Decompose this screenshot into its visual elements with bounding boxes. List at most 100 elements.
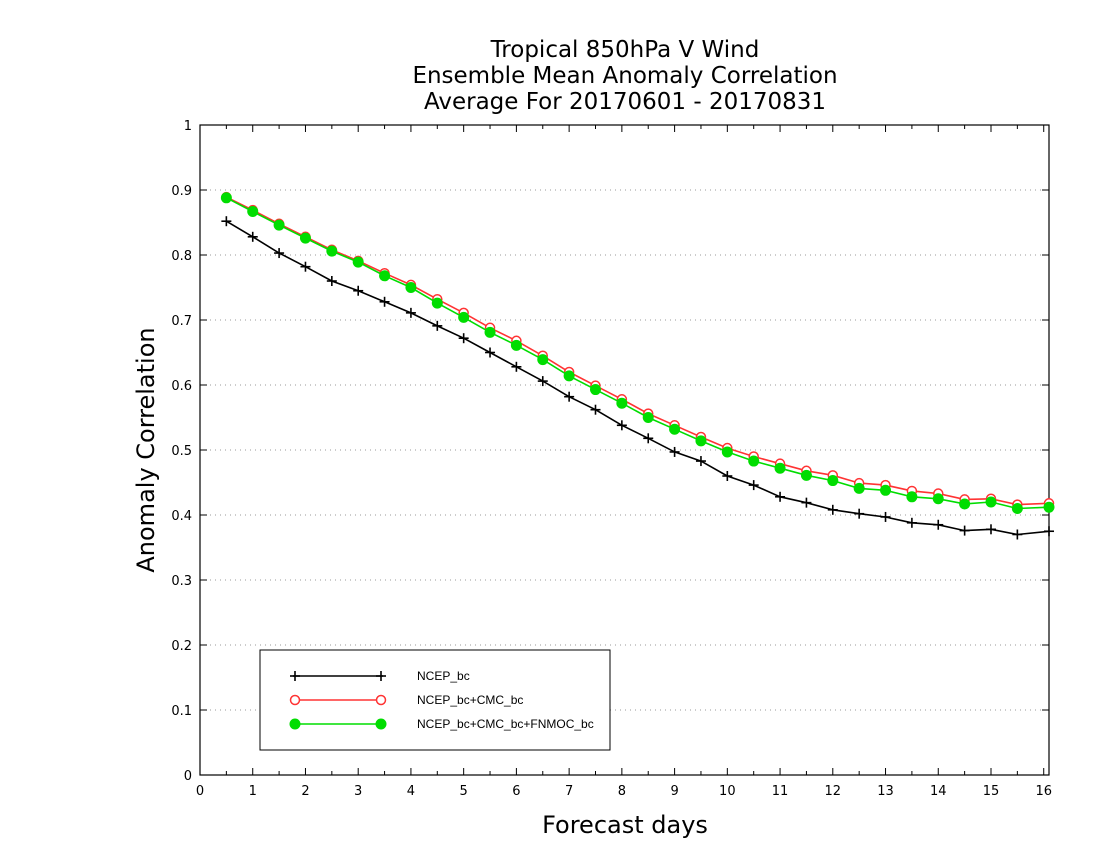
legend-entry-1: NCEP_bc+CMC_bc [289, 693, 523, 707]
x-tick-label: 2 [301, 784, 309, 799]
data-point [1011, 503, 1023, 514]
legend-marker [375, 694, 387, 706]
series-line [225, 220, 1050, 536]
data-point [379, 270, 391, 282]
data-point [326, 245, 338, 257]
y-tick-label: 0.4 [171, 509, 192, 524]
x-tick-label: 9 [670, 784, 678, 799]
legend-marker [375, 718, 387, 730]
data-point [854, 508, 865, 519]
data-point [299, 232, 311, 244]
data-point [800, 469, 812, 481]
data-point [985, 496, 997, 508]
data-point [695, 456, 706, 467]
y-tick-label: 0.9 [171, 184, 192, 199]
x-tick-label: 7 [565, 784, 573, 799]
data-point [801, 497, 812, 508]
series-line [226, 196, 1050, 506]
data-point [985, 524, 996, 535]
data-point [616, 397, 628, 409]
data-point [669, 446, 680, 457]
data-point [827, 475, 839, 487]
data-point [247, 205, 259, 217]
legend-entry-0: NCEP_bc [290, 669, 470, 683]
data-point [748, 480, 759, 491]
axis-ticks: 00.10.20.30.40.50.60.70.80.910 1 2 3 4 5 6 7 8 9 1… [171, 119, 1052, 799]
y-tick-label: 0 [184, 769, 192, 784]
legend-entry-2: NCEP_bc+CMC_bc+FNMOC_bc [289, 717, 594, 731]
x-tick-label: 14 [930, 784, 947, 799]
data-point [642, 412, 654, 423]
legend-label: NCEP_bc+CMC_bc [417, 693, 523, 707]
data-point [959, 525, 970, 536]
data-point [695, 435, 707, 447]
y-tick-label: 0.5 [171, 444, 192, 459]
data-point [643, 433, 654, 444]
title-line-1: Tropical 850hPa V Wind [490, 37, 760, 63]
data-point [484, 326, 496, 338]
y-axis-label: Anomaly Correlation [132, 327, 160, 572]
data-point [458, 333, 469, 344]
legend-label: NCEP_bc+CMC_bc+FNMOC_bc [417, 717, 594, 731]
x-tick-label: 5 [460, 784, 468, 799]
data-point [774, 462, 786, 474]
data-point [616, 420, 627, 431]
data-point [959, 498, 971, 510]
y-tick-label: 0.1 [171, 704, 192, 719]
data-point [353, 285, 364, 296]
x-axis-label: Forecast days [542, 811, 708, 839]
data-point [827, 504, 838, 515]
y-tick-label: 0.2 [171, 639, 192, 654]
data-point [563, 370, 575, 382]
y-tick-label: 0.6 [171, 379, 192, 394]
x-tick-label: 0 [196, 784, 204, 799]
data-point [1012, 529, 1023, 540]
data-point [564, 391, 575, 402]
x-tick-label: 8 [618, 784, 626, 799]
data-point [352, 256, 364, 268]
x-tick-label: 6 [512, 784, 520, 799]
series-1 [221, 191, 1055, 510]
series-0 [221, 216, 1054, 540]
legend-marker [289, 694, 301, 706]
x-tick-label: 12 [825, 784, 842, 799]
series-2 [220, 192, 1055, 514]
data-point [1043, 501, 1055, 513]
y-tick-label: 0.3 [171, 574, 192, 589]
x-tick-label: 13 [877, 784, 894, 799]
title-line-2: Ensemble Mean Anomaly Correlation [412, 63, 837, 89]
data-point [220, 192, 232, 204]
data-point [537, 376, 548, 387]
x-tick-label: 3 [354, 784, 362, 799]
data-point [537, 354, 549, 366]
data-point [853, 482, 865, 494]
data-point [300, 261, 311, 272]
data-point [247, 231, 258, 242]
data-point [590, 404, 601, 415]
legend-marker [290, 671, 300, 681]
data-point [722, 471, 733, 481]
data-point [880, 484, 892, 496]
data-point [906, 517, 917, 528]
data-point [432, 320, 443, 331]
data-point [669, 423, 681, 435]
data-point [721, 446, 733, 458]
x-tick-label: 11 [772, 784, 789, 799]
data-point [405, 282, 417, 293]
data-point [485, 347, 496, 358]
data-point [221, 216, 232, 227]
series-line [226, 197, 1050, 510]
y-tick-label: 1 [184, 119, 192, 134]
data-point [274, 248, 285, 259]
gridlines [200, 189, 1049, 711]
x-tick-label: 4 [407, 784, 415, 799]
data-point [510, 339, 522, 351]
y-tick-label: 0.7 [171, 314, 192, 329]
x-tick-label: 16 [1035, 784, 1052, 799]
data-point [1044, 526, 1054, 537]
title-line-3: Average For 20170601 - 20170831 [424, 89, 826, 115]
chart-title: Tropical 850hPa V Wind Ensemble Mean Ano… [412, 37, 837, 115]
data-point [511, 361, 522, 372]
data-point [748, 455, 760, 467]
